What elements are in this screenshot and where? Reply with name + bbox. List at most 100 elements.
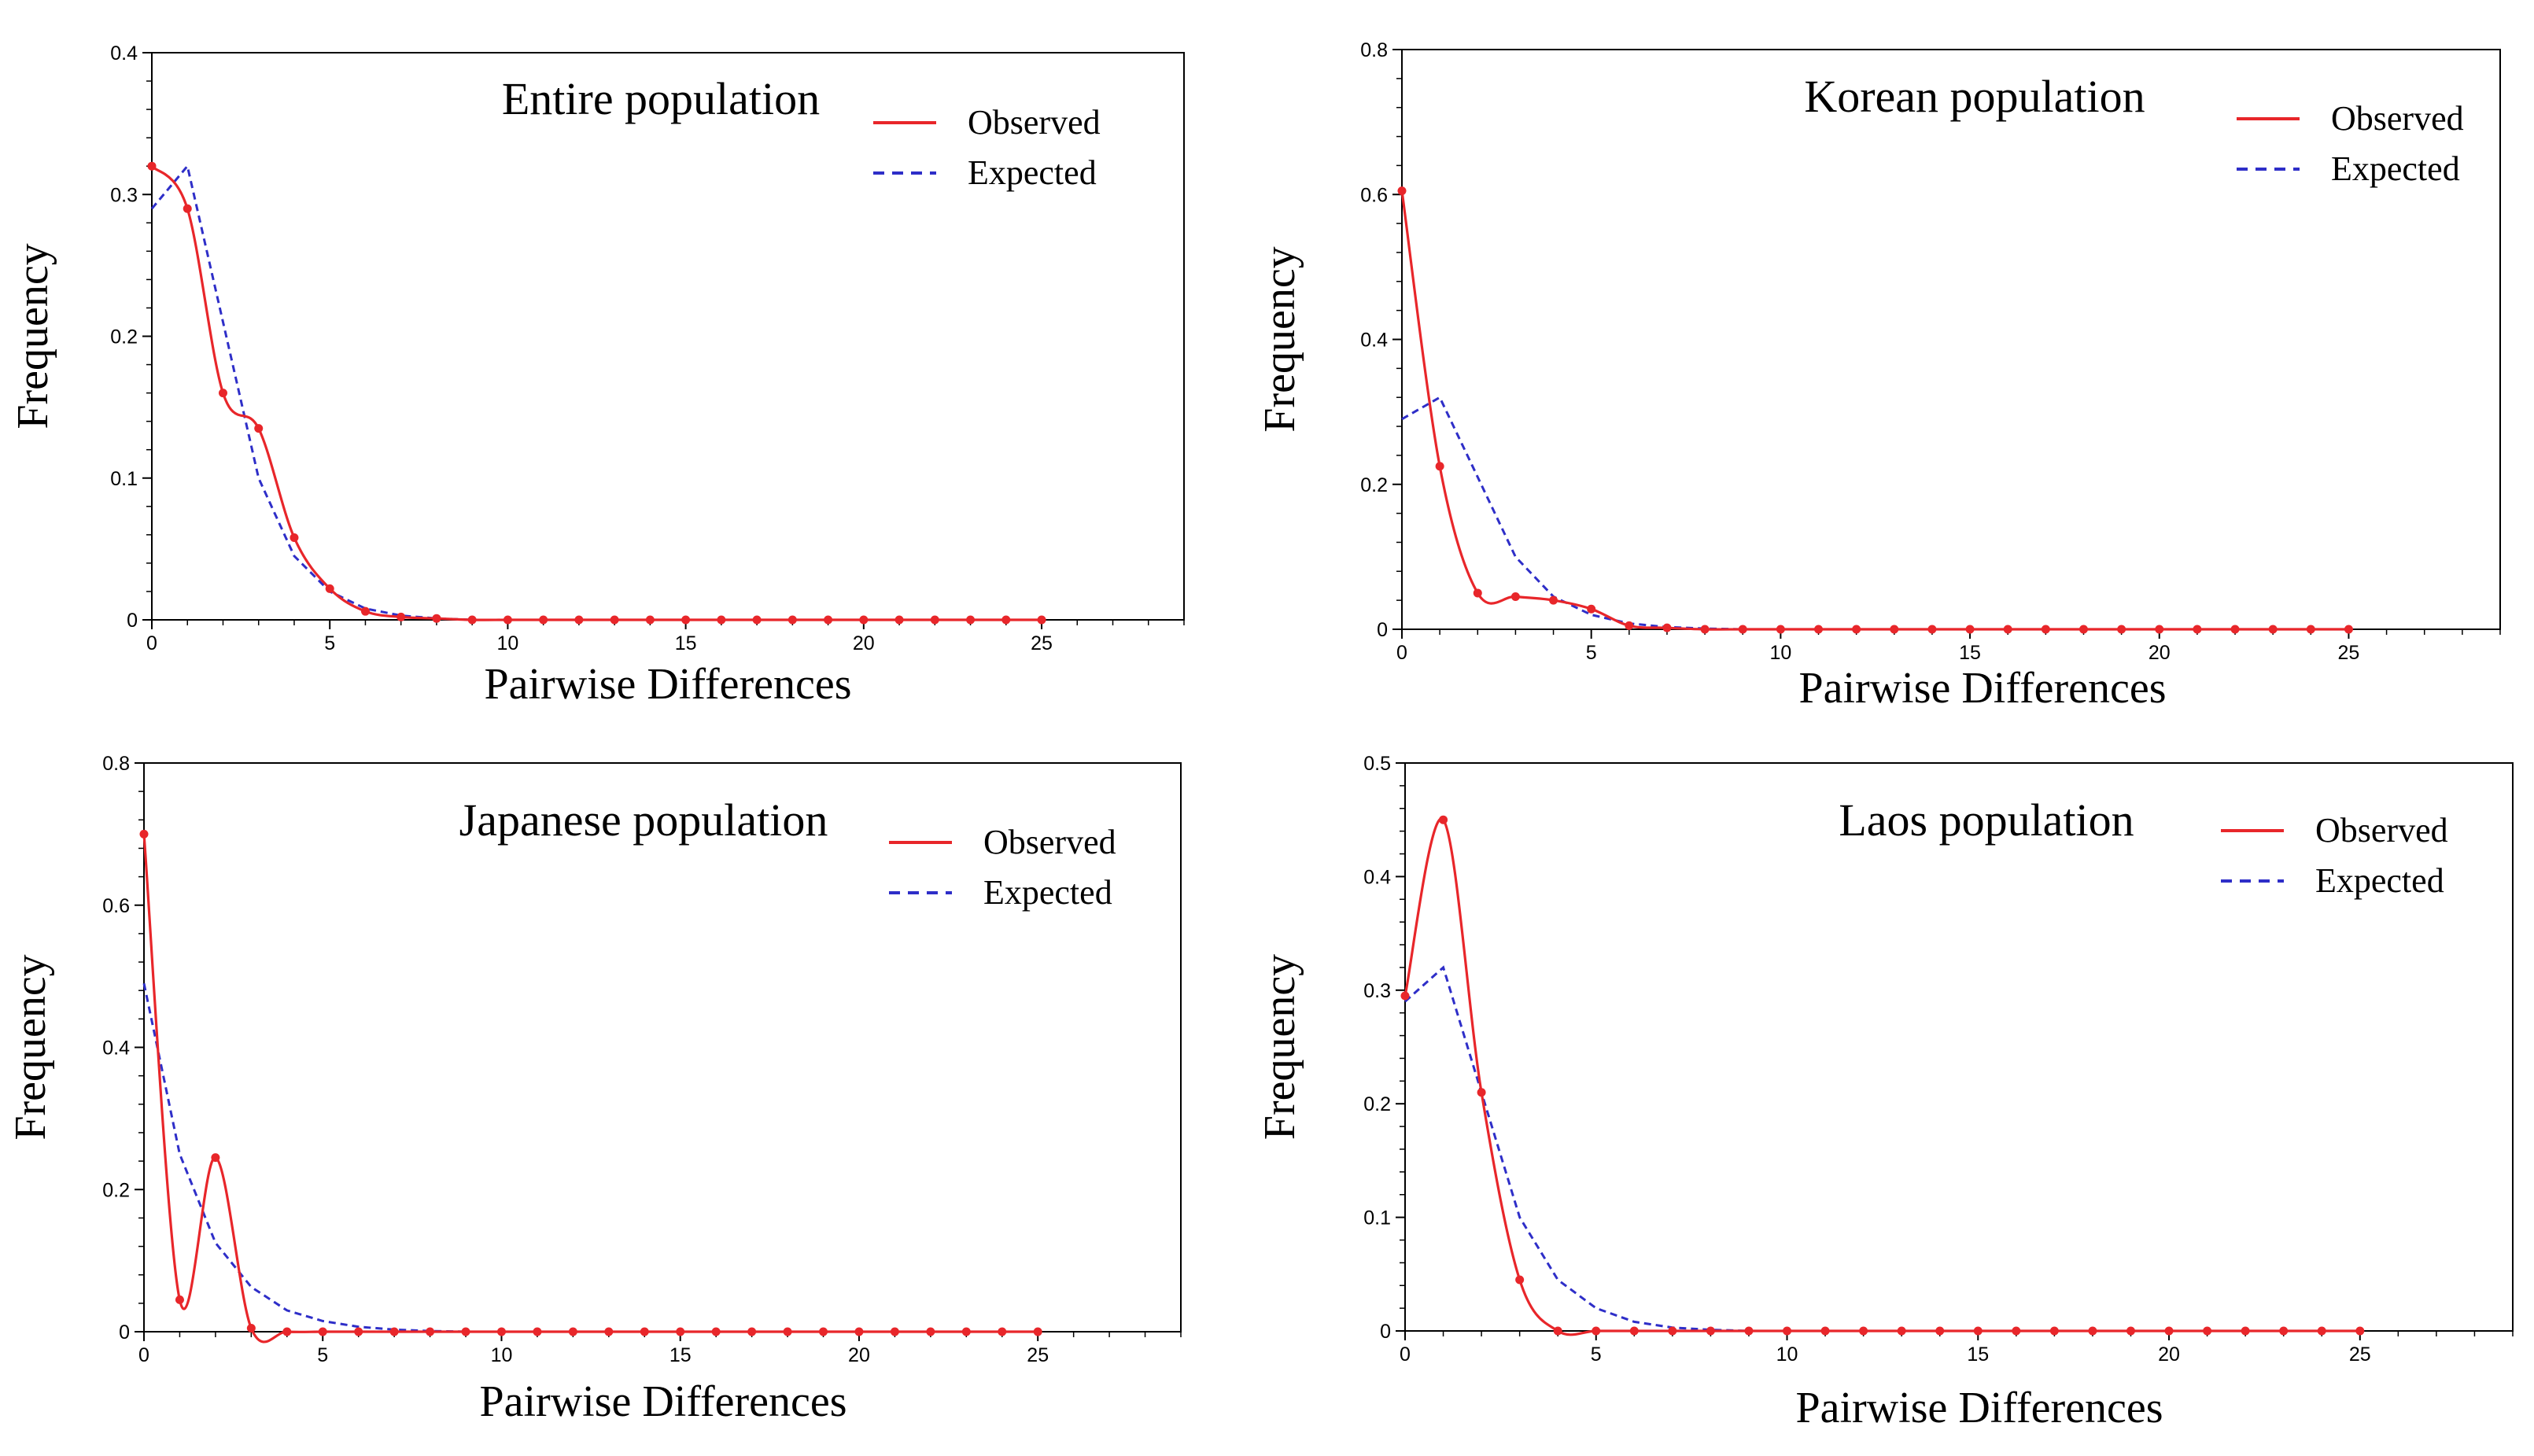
data-point-observed [1965,625,1975,634]
data-point-observed [2049,1326,2059,1336]
data-point-observed [496,1327,506,1336]
y-tick-label: 0.4 [1360,330,1388,352]
x-tick-label: 20 [2149,642,2171,664]
data-point-observed [717,615,726,625]
data-point-observed [574,615,584,625]
chart-title: Korean population [1804,71,2145,122]
x-tick-label: 15 [675,632,697,654]
data-point-observed [1744,1326,1754,1336]
y-axis-label: Frequency [6,954,55,1140]
y-tick-label: 0.8 [1360,39,1388,61]
data-point-observed [604,1327,614,1336]
y-tick-label: 0.4 [102,1038,130,1060]
x-axis-label: Pairwise Differences [479,1377,847,1426]
data-point-observed [2230,625,2240,634]
data-point-observed [246,1323,256,1333]
y-axis-label: Frequency [9,243,57,429]
series-line-observed [1403,817,2360,1336]
data-point-observed [1662,623,1672,632]
chart-panel: 0 0.2 0.4 0.6 0.8 0 5 10 15 20 25 Korean population… [1256,39,2501,713]
data-point-observed [426,1327,435,1336]
data-point-observed [824,615,833,625]
data-point-observed [787,615,797,625]
data-point-observed [1473,588,1482,598]
data-point-observed [1587,604,1596,614]
x-tick-label: 10 [1776,1344,1798,1366]
x-tick-label: 0 [1400,1344,1411,1366]
data-point-observed [2078,625,2088,634]
legend-label-observed: Observed [2315,811,2448,850]
chart-title: Japanese population [459,794,828,846]
data-point-observed [1549,595,1558,605]
data-point-observed [1890,625,1899,634]
chart-panel: 0 0.1 0.2 0.3 0.4 0 5 10 15 20 25 Entire population… [9,42,1185,709]
data-point-observed [783,1327,792,1336]
data-point-observed [175,1295,184,1304]
data-point-observed [1706,1326,1715,1336]
data-point-observed [1668,1326,1677,1336]
y-tick-label: 0.1 [1363,1207,1391,1229]
data-point-observed [539,615,548,625]
x-axis-label: Pairwise Differences [484,660,851,709]
data-point-observed [1625,621,1634,630]
y-tick-label: 0.2 [1360,474,1388,496]
data-point-observed [2117,625,2126,634]
data-point-observed [1033,1327,1042,1336]
data-point-observed [1400,991,1410,1001]
data-point-observed [645,615,655,625]
y-tick-label: 0 [1380,1321,1391,1343]
data-point-observed [360,606,370,616]
x-axis-label: Pairwise Differences [1798,664,2166,713]
legend: Observed Expected [873,103,1101,192]
data-point-observed [568,1327,577,1336]
x-tick-label: 15 [1967,1344,1989,1366]
data-point-observed [461,1327,470,1336]
x-tick-label: 25 [2338,642,2360,664]
data-point-observed [2268,625,2278,634]
x-tick-label: 20 [848,1344,870,1366]
data-point-observed [2126,1326,2135,1336]
data-point-observed [282,1327,292,1336]
x-tick-label: 5 [317,1344,328,1366]
y-axis-label: Frequency [1256,954,1304,1140]
data-point-observed [752,615,762,625]
data-point-observed [2241,1326,2250,1336]
y-tick-label: 0 [127,610,138,632]
y-tick-label: 0.4 [1363,866,1391,888]
data-point-observed [325,584,334,593]
y-tick-label: 0.5 [1363,753,1391,775]
x-tick-label: 10 [491,1344,513,1366]
data-point-observed [894,615,904,625]
data-point-observed [1515,1275,1525,1285]
data-point-observed [1738,625,1747,634]
y-tick-label: 0.3 [110,184,138,206]
data-point-observed [183,204,192,213]
data-point-observed [147,161,157,171]
data-point-observed [1629,1326,1639,1336]
data-point-observed [819,1327,828,1336]
data-point-observed [389,1327,399,1336]
data-point-observed [2155,625,2164,634]
data-point-observed [2203,1326,2212,1336]
data-point-observed [1820,1326,1830,1336]
data-point-observed [1397,186,1407,196]
y-tick-label: 0 [119,1321,130,1344]
data-point-observed [681,615,691,625]
legend-label-expected: Expected [2315,861,2444,900]
legend-label-observed: Observed [968,103,1101,142]
y-tick-label: 0.6 [1360,184,1388,206]
data-point-observed [211,1153,220,1163]
data-point-observed [961,1327,971,1336]
data-point-observed [640,1327,649,1336]
data-point-observed [2088,1326,2097,1336]
series-line-expected [150,163,1042,621]
data-point-observed [1783,1326,1792,1336]
x-tick-label: 5 [324,632,335,654]
data-point-observed [254,424,264,433]
data-point-observed [747,1327,757,1336]
series-line-expected [142,982,1038,1333]
x-tick-label: 5 [1586,642,1597,664]
data-point-observed [2279,1326,2289,1336]
legend-label-expected: Expected [983,873,1112,912]
